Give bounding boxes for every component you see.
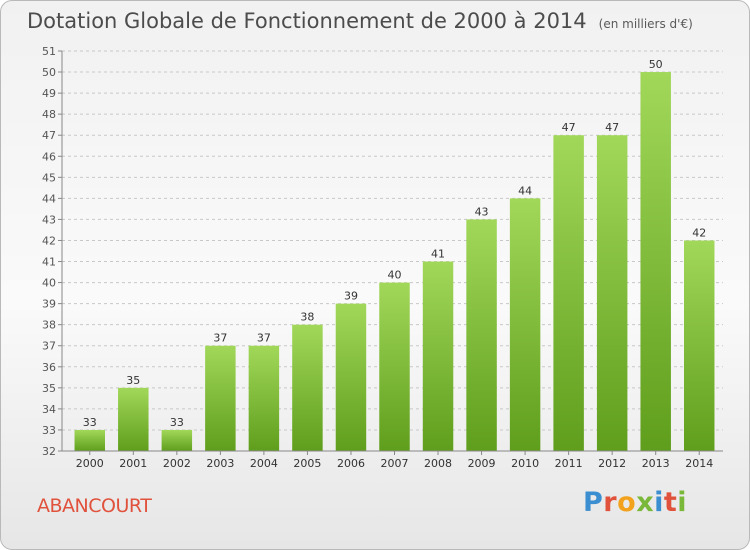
bar-value-label: 50: [649, 58, 663, 71]
proxiti-logo[interactable]: Proxiti: [583, 487, 687, 518]
bar-value-label: 40: [388, 269, 402, 282]
bar: [596, 135, 628, 452]
bar-value-label: 35: [126, 374, 140, 387]
y-tick-label: 35: [42, 382, 56, 395]
bar-value-label: 33: [83, 416, 97, 429]
y-tick-label: 39: [42, 298, 56, 311]
x-tick-label: 2011: [555, 457, 583, 470]
y-tick-label: 34: [42, 403, 56, 416]
x-tick-label: 2013: [642, 457, 670, 470]
bar: [74, 429, 106, 451]
x-tick-label: 2002: [163, 457, 191, 470]
x-tick-label: 2010: [511, 457, 539, 470]
bar-value-label: 41: [431, 248, 445, 261]
y-tick-label: 33: [42, 424, 56, 437]
bar-value-label: 38: [300, 311, 314, 324]
y-tick-label: 41: [42, 256, 56, 269]
bar: [118, 387, 149, 451]
bar-value-label: 39: [344, 290, 358, 303]
x-tick-label: 2004: [250, 457, 278, 470]
x-tick-label: 2009: [468, 457, 496, 470]
bar: [248, 345, 280, 451]
y-tick-label: 40: [42, 277, 56, 290]
bar: [422, 261, 454, 451]
bar-value-label: 42: [692, 226, 706, 239]
y-tick-label: 45: [42, 171, 56, 184]
y-tick-label: 51: [42, 45, 56, 58]
x-tick-label: 2014: [685, 457, 713, 470]
y-tick-label: 36: [42, 361, 56, 374]
logo-letter: i: [654, 487, 664, 518]
chart-subtitle: (en milliers d'€): [598, 17, 693, 31]
bar: [509, 198, 541, 451]
bar: [466, 219, 497, 451]
y-tick-label: 38: [42, 319, 56, 332]
y-tick-label: 48: [42, 108, 56, 121]
y-tick-label: 43: [42, 213, 56, 226]
bar: [205, 345, 236, 451]
bar: [553, 135, 584, 452]
commune-name: ABANCOURT: [37, 495, 152, 517]
y-tick-label: 50: [42, 66, 56, 79]
bar-value-label: 44: [518, 184, 532, 197]
logo-letter: o: [617, 487, 637, 518]
y-tick-label: 46: [42, 150, 56, 163]
y-tick-label: 42: [42, 234, 56, 247]
bar-value-label: 37: [257, 332, 271, 345]
bar-value-label: 47: [562, 121, 576, 134]
x-tick-label: 2005: [293, 457, 321, 470]
logo-letter: P: [583, 487, 604, 518]
bar-value-label: 47: [605, 121, 619, 134]
x-tick-label: 2007: [381, 457, 409, 470]
bar: [683, 240, 715, 451]
x-tick-label: 2001: [119, 457, 147, 470]
bar: [379, 282, 410, 451]
y-tick-label: 32: [42, 445, 56, 458]
bar: [161, 429, 193, 451]
logo-letter: r: [603, 487, 618, 518]
bars: 33 35 33 37 37 38 39 40 41 43 44 47 47 50 42: [74, 58, 715, 452]
x-tick-label: 2006: [337, 457, 365, 470]
chart-title: Dotation Globale de Fonctionnement de 20…: [27, 9, 693, 33]
axes: 32 33 34 35 36 37 38 39 40 41 42 43 44 45 46 47 48 49 50 51…: [42, 45, 723, 470]
bar-value-label: 37: [213, 332, 227, 345]
bar: [292, 324, 323, 451]
bar-value-label: 33: [170, 416, 184, 429]
bar-value-label: 43: [475, 205, 489, 218]
bar: [640, 72, 671, 451]
y-tick-label: 37: [42, 340, 56, 353]
logo-letter: x: [636, 487, 655, 518]
chart-title-text: Dotation Globale de Fonctionnement de 20…: [27, 9, 587, 33]
x-tick-label: 2008: [424, 457, 452, 470]
logo-letter: i: [677, 487, 688, 518]
bar: [335, 303, 367, 451]
x-tick-label: 2000: [76, 457, 104, 470]
x-tick-label: 2012: [598, 457, 626, 470]
x-tick-label: 2003: [206, 457, 234, 470]
logo-letter: t: [663, 487, 678, 518]
y-tick-label: 49: [42, 87, 56, 100]
y-tick-label: 47: [42, 129, 56, 142]
y-tick-label: 44: [42, 192, 56, 205]
